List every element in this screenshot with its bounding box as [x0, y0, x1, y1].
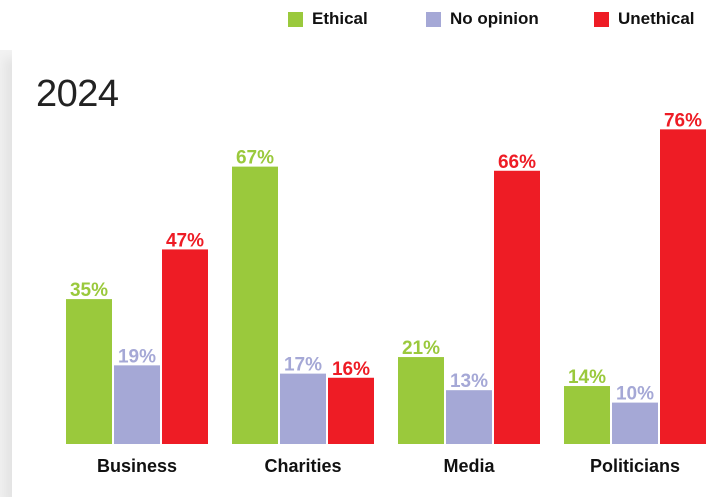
- legend-label-unethical: Unethical: [618, 9, 695, 28]
- bar-politicians-no-opinion: [612, 402, 658, 444]
- legend-item-no-opinion: No opinion: [426, 8, 539, 30]
- bar-business-ethical: [66, 299, 112, 444]
- category-label-media: Media: [443, 456, 495, 476]
- bar-media-no-opinion: [446, 390, 492, 444]
- year-label: 2024: [36, 73, 119, 115]
- value-label-media-unethical: 66%: [498, 152, 536, 173]
- value-label-politicians-ethical: 14%: [568, 367, 606, 388]
- value-label-charities-unethical: 16%: [332, 359, 370, 380]
- bar-business-no-opinion: [114, 365, 160, 444]
- bar-charities-ethical: [232, 166, 278, 444]
- legend-label-no-opinion: No opinion: [450, 9, 539, 28]
- bar-politicians-ethical: [564, 386, 610, 444]
- bar-business-unethical: [162, 249, 208, 444]
- bar-charities-unethical: [328, 377, 374, 444]
- legend-item-unethical: Unethical: [594, 8, 695, 30]
- category-label-business: Business: [97, 456, 177, 476]
- value-label-media-no-opinion: 13%: [450, 371, 488, 392]
- legend: Ethical No opinion Unethical: [0, 0, 716, 40]
- bar-media-unethical: [494, 170, 540, 444]
- value-label-business-unethical: 47%: [166, 230, 204, 251]
- category-label-charities: Charities: [264, 456, 341, 476]
- legend-swatch-unethical: [594, 11, 609, 27]
- value-label-charities-ethical: 67%: [236, 148, 274, 169]
- legend-swatch-no-opinion: [426, 11, 441, 27]
- legend-swatch-ethical: [288, 11, 303, 27]
- value-label-business-no-opinion: 19%: [118, 346, 156, 367]
- legend-label-ethical: Ethical: [312, 9, 368, 28]
- legend-item-ethical: Ethical: [288, 8, 368, 30]
- bar-charities-no-opinion: [280, 373, 326, 444]
- value-label-business-ethical: 35%: [70, 280, 108, 301]
- value-label-politicians-no-opinion: 10%: [616, 384, 654, 405]
- value-label-charities-no-opinion: 17%: [284, 355, 322, 376]
- bar-media-ethical: [398, 357, 444, 444]
- value-label-media-ethical: 21%: [402, 338, 440, 359]
- value-label-politicians-unethical: 76%: [664, 110, 702, 131]
- bar-politicians-unethical: [660, 129, 706, 445]
- category-label-politicians: Politicians: [590, 456, 680, 476]
